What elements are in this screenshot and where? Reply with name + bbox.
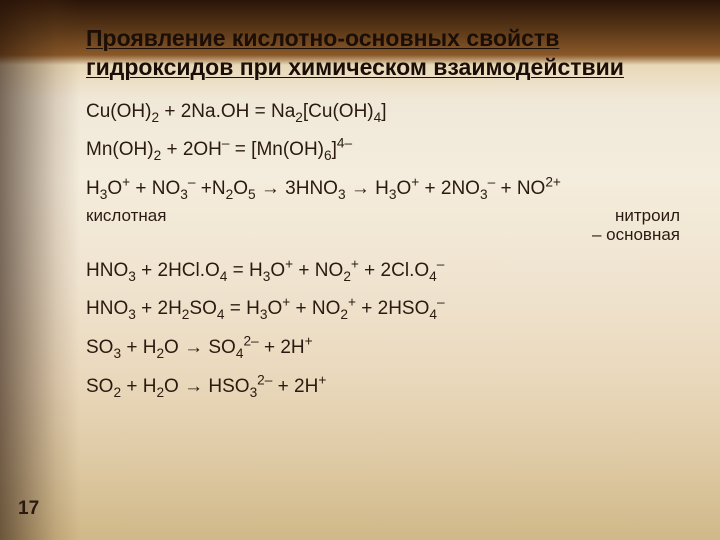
equation-5: HNO3 + 2H2SO4 = H3O+ + NO2+ + 2HSO4– (86, 297, 680, 322)
page-number: 17 (18, 498, 39, 520)
annotation-row: кислотная нитроил – основная (86, 206, 680, 245)
equation-7: SO2 + H2O → HSO32– + 2H+ (86, 375, 680, 400)
equation-2: Mn(OH)2 + 2OH– = [Mn(OH)6]4– (86, 138, 680, 163)
equation-1: Cu(OH)2 + 2Na.OH = Na2[Cu(OH)4] (86, 100, 680, 125)
annotation-right: нитроил – основная (592, 206, 680, 245)
slide-title: Проявление кислотно-основных свойств гид… (86, 24, 680, 82)
equation-6: SO3 + H2O → SO42– + 2H+ (86, 336, 680, 361)
equation-4: HNO3 + 2HCl.O4 = H3O+ + NO2+ + 2Cl.O4– (86, 259, 680, 284)
equation-3: H3O+ + NO3– +N2O5 → 3HNO3 → H3O+ + 2NO3–… (86, 177, 680, 202)
annotation-left: кислотная (86, 206, 166, 245)
